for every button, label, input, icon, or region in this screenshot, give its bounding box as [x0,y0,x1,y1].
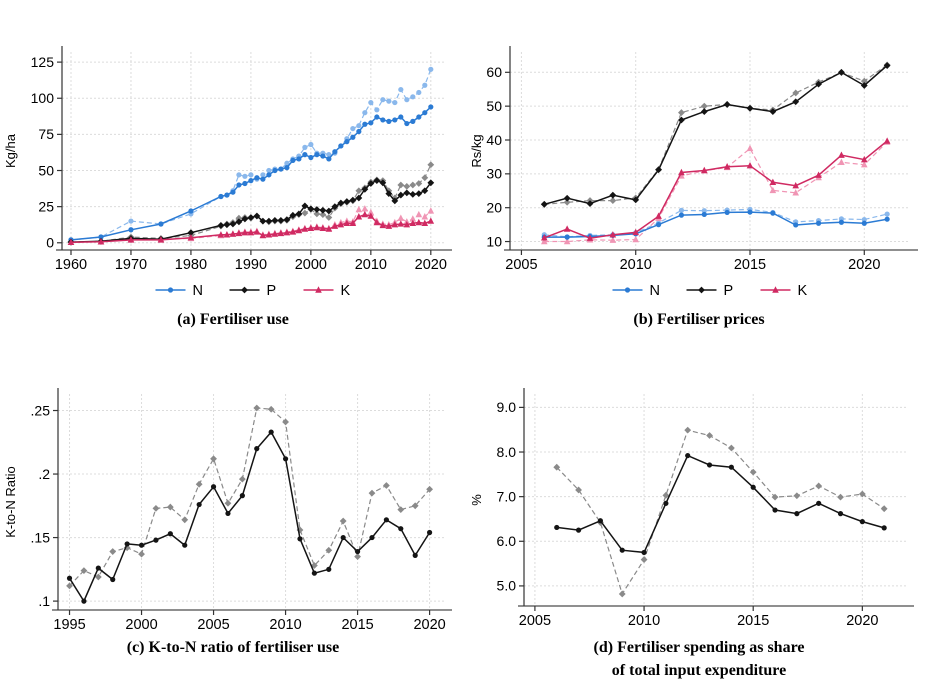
k-to-n-ratio-chart: .1 .15 .2 .25 1995 2000 2005 2010 2015 2020 K-to-N… [3,388,452,633]
series-k-dashed [540,138,891,245]
panel-c: .1 .15 .2 .25 1995 2000 2005 2010 2015 2020 K-to-N… [0,350,466,700]
series-dashed [553,426,888,598]
y-tick-label: 100 [31,90,55,106]
legend-label: N [650,283,660,299]
x-tick-label: 1980 [175,257,207,273]
y-tick-label: 75 [38,126,54,142]
x-tick-label: 2010 [620,257,652,273]
legend-label: K [341,283,351,299]
y-tick-label: 50 [38,162,54,178]
y-tick-label: 7.0 [497,488,517,504]
x-tick-label: 1990 [235,257,267,273]
x-tick-label: 1995 [53,617,85,633]
series-p [540,62,891,208]
legend-label: P [267,283,277,299]
y-tick-label: .2 [38,466,50,482]
series-solid [66,429,433,604]
x-tick-label: 2010 [269,617,301,633]
y-axis-title: % [469,494,484,506]
gridlines [62,52,444,250]
panel-d-caption-line1: (d) Fertiliser spending as share [593,639,805,656]
legend-label: P [724,283,734,299]
panel-b-caption: (b) Fertiliser prices [633,311,765,328]
fertiliser-prices-chart: 10 20 30 40 50 60 2005 2010 2015 2020 Rs/kg N P K [469,46,918,299]
x-tick-label: 2015 [341,617,373,633]
y-tick-label: 9.0 [497,399,517,415]
axes: .1 .15 .2 .25 1995 2000 2005 2010 2015 2020 [31,388,452,633]
x-tick-label: 2000 [125,617,157,633]
x-tick-label: 2000 [295,257,327,273]
y-tick-label: 8.0 [497,444,517,460]
y-tick-label: .1 [38,593,50,609]
y-tick-label: 0 [46,235,54,251]
panel-d-caption-line2: of total input expenditure [611,662,787,680]
x-tick-label: 1960 [55,257,87,273]
fertiliser-use-chart: 0 25 50 75 100 125 1960 1970 1980 1990 2000 2010 202… [3,46,452,299]
series-solid [554,452,887,556]
y-tick-label: 50 [486,98,502,114]
panel-a: 0 25 50 75 100 125 1960 1970 1980 1990 2000 2010 202… [0,0,466,350]
panel-b: 10 20 30 40 50 60 2005 2010 2015 2020 Rs/kg N P K (b)… [466,0,932,350]
x-tick-label: 2005 [505,257,537,273]
y-tick-label: 20 [486,199,502,215]
y-tick-label: 25 [38,198,54,214]
series-k [67,210,435,246]
fertiliser-spending-share-chart: 5.0 6.0 7.0 8.0 9.0 2005 2010 2015 2020% [469,388,914,629]
y-axis-title: K-to-N Ratio [3,466,18,538]
x-tick-label: 2020 [413,617,445,633]
x-tick-label: 2015 [737,613,769,629]
legend-label: N [193,283,203,299]
series-n [68,104,434,243]
y-axis-title: Rs/kg [469,134,484,167]
gridlines [58,394,444,610]
x-tick-label: 2020 [415,257,447,273]
x-tick-label: 2010 [628,613,660,629]
x-tick-label: 2020 [846,613,878,629]
x-tick-label: 1970 [115,257,147,273]
panel-a-caption: (a) Fertiliser use [177,311,289,328]
y-tick-label: 60 [486,64,502,80]
axes: 5.0 6.0 7.0 8.0 9.0 2005 2010 2015 2020 [497,388,914,629]
axes: 0 25 50 75 100 125 1960 1970 1980 1990 2000 2010 202… [31,46,452,273]
panel-d-caption: (d) Fertiliser spending as share of tota… [466,636,932,682]
x-tick-label: 2005 [519,613,551,629]
x-tick-label: 2005 [197,617,229,633]
x-tick-label: 2015 [734,257,766,273]
y-tick-label: .15 [31,529,51,545]
x-tick-label: 2020 [848,257,880,273]
y-tick-label: 125 [31,54,55,70]
y-tick-label: .25 [31,402,51,418]
axes: 10 20 30 40 50 60 2005 2010 2015 2020 [486,46,918,273]
gridlines [524,394,906,606]
y-tick-label: 10 [486,233,502,249]
series-p-dashed [540,61,891,208]
panel-d: 5.0 6.0 7.0 8.0 9.0 2005 2010 2015 2020% (d) Fer… [466,350,932,700]
panel-c-caption: (c) K-to-N ratio of fertiliser use [126,639,340,656]
y-tick-label: 30 [486,166,502,182]
legend-label: K [798,283,808,299]
series-k [540,137,891,241]
x-tick-label: 2010 [355,257,387,273]
y-tick-label: 6.0 [497,533,517,549]
y-tick-label: 5.0 [497,578,517,594]
y-tick-label: 40 [486,132,502,148]
series-dashed [66,404,433,590]
y-axis-title: Kg/ha [3,133,18,168]
gridlines [510,52,910,250]
